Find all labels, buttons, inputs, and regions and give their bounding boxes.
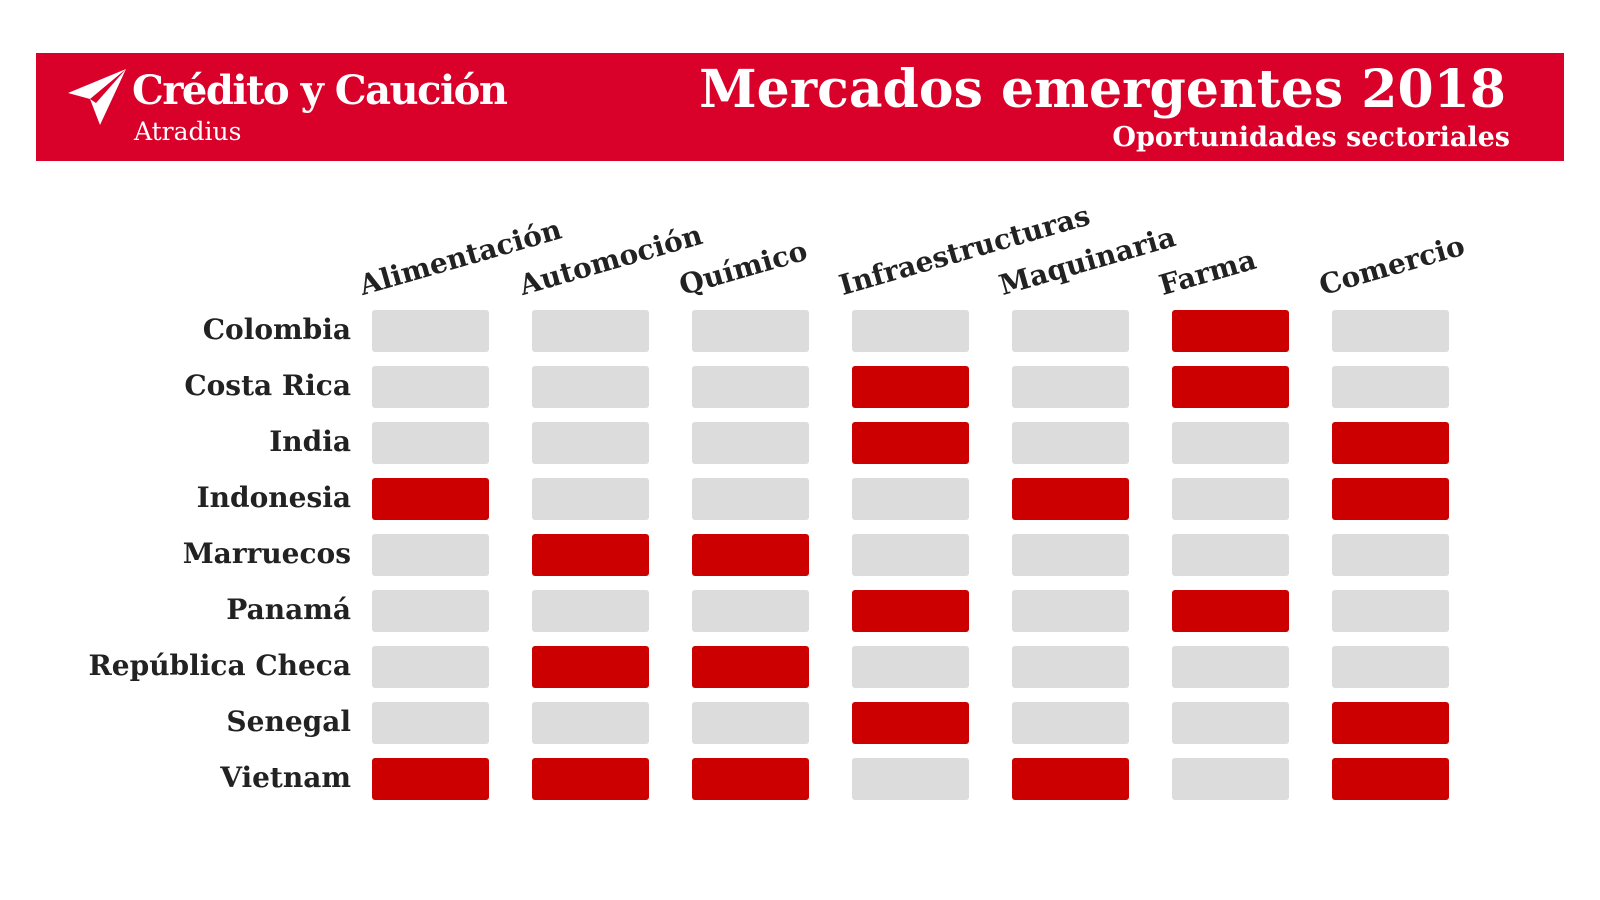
cell-empty: [1012, 646, 1129, 688]
cell-empty: [532, 702, 649, 744]
header-banner: Crédito y Caución Atradius Mercados emer…: [36, 53, 1564, 161]
column-label: Comercio: [1315, 228, 1469, 302]
cell-empty: [852, 534, 969, 576]
cell-empty: [372, 422, 489, 464]
cell-empty: [692, 702, 809, 744]
cell-empty: [1012, 366, 1129, 408]
row-label: Colombia: [202, 313, 351, 346]
cell-highlighted: [1332, 478, 1449, 520]
cell-empty: [1012, 702, 1129, 744]
cell-empty: [1172, 758, 1289, 800]
cell-highlighted: [852, 590, 969, 632]
cell-empty: [532, 590, 649, 632]
cell-highlighted: [1012, 478, 1129, 520]
cell-empty: [1332, 366, 1449, 408]
cell-highlighted: [852, 366, 969, 408]
cell-empty: [1172, 646, 1289, 688]
cell-empty: [1332, 646, 1449, 688]
cell-empty: [1012, 590, 1129, 632]
cell-highlighted: [1332, 758, 1449, 800]
cell-empty: [692, 478, 809, 520]
cell-empty: [372, 590, 489, 632]
cell-highlighted: [1332, 422, 1449, 464]
chart-title: Mercados emergentes 2018: [699, 59, 1506, 120]
cell-highlighted: [1332, 702, 1449, 744]
cell-highlighted: [372, 478, 489, 520]
cell-empty: [852, 646, 969, 688]
cell-highlighted: [1172, 310, 1289, 352]
cell-highlighted: [532, 758, 649, 800]
cell-highlighted: [1172, 590, 1289, 632]
cell-empty: [372, 310, 489, 352]
cell-highlighted: [372, 758, 489, 800]
row-label: Indonesia: [196, 481, 351, 514]
cell-empty: [532, 310, 649, 352]
cell-empty: [852, 310, 969, 352]
cell-empty: [1012, 422, 1129, 464]
cell-empty: [532, 366, 649, 408]
cell-highlighted: [532, 646, 649, 688]
cell-empty: [532, 422, 649, 464]
row-label: Senegal: [226, 705, 351, 738]
cell-empty: [372, 702, 489, 744]
row-label: Marruecos: [182, 537, 351, 570]
row-label: Costa Rica: [184, 369, 351, 402]
cell-empty: [692, 366, 809, 408]
row-label: República Checa: [88, 649, 351, 682]
brand-sub: Atradius: [134, 117, 242, 146]
cell-empty: [692, 422, 809, 464]
row-label: India: [269, 425, 351, 458]
cell-highlighted: [692, 646, 809, 688]
cell-highlighted: [692, 758, 809, 800]
cell-highlighted: [852, 702, 969, 744]
cell-highlighted: [692, 534, 809, 576]
cell-empty: [1172, 702, 1289, 744]
cell-empty: [1012, 310, 1129, 352]
cell-empty: [532, 478, 649, 520]
cell-highlighted: [1012, 758, 1129, 800]
cell-empty: [372, 534, 489, 576]
cell-empty: [1172, 534, 1289, 576]
cell-empty: [852, 478, 969, 520]
cell-empty: [372, 646, 489, 688]
brand-name: Crédito y Caución: [132, 67, 508, 114]
cell-empty: [1332, 534, 1449, 576]
plane-logo-icon: [68, 69, 126, 125]
cell-empty: [1332, 590, 1449, 632]
cell-empty: [1012, 534, 1129, 576]
cell-empty: [1332, 310, 1449, 352]
cell-highlighted: [532, 534, 649, 576]
cell-empty: [1172, 478, 1289, 520]
row-label: Vietnam: [220, 761, 351, 794]
cell-empty: [372, 366, 489, 408]
cell-empty: [1172, 422, 1289, 464]
cell-empty: [692, 310, 809, 352]
cell-empty: [852, 758, 969, 800]
cell-empty: [692, 590, 809, 632]
chart-subtitle: Oportunidades sectoriales: [1112, 122, 1510, 153]
cell-highlighted: [852, 422, 969, 464]
row-label: Panamá: [226, 593, 351, 626]
cell-highlighted: [1172, 366, 1289, 408]
